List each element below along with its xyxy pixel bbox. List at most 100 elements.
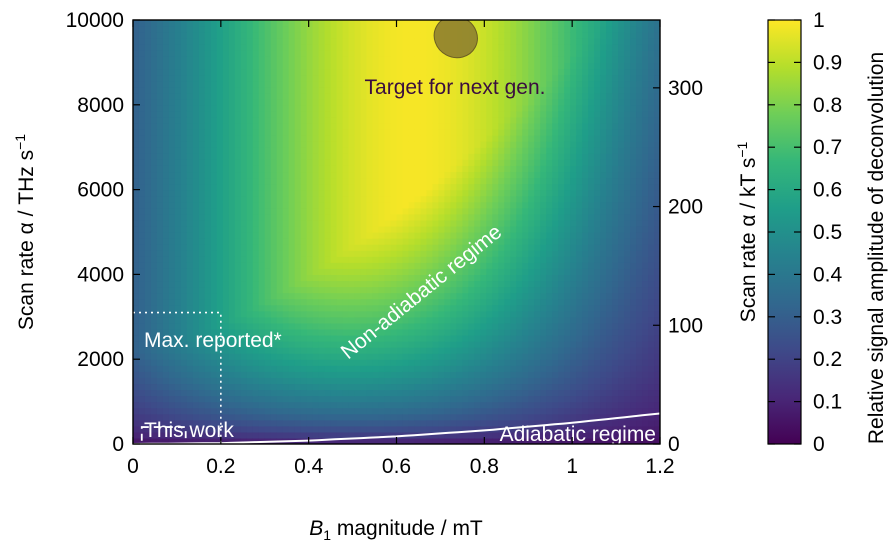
heatmap-cell xyxy=(174,116,182,124)
heatmap-cell xyxy=(438,74,446,82)
heatmap-cell xyxy=(150,165,158,173)
heatmap-cell xyxy=(336,86,344,94)
heatmap-cell xyxy=(270,292,278,300)
heatmap-cell xyxy=(432,219,440,227)
heatmap-cell xyxy=(186,104,194,112)
heatmap-cell xyxy=(300,92,308,100)
heatmap-cell xyxy=(372,334,380,342)
heatmap-cell xyxy=(144,322,152,330)
heatmap-cell xyxy=(252,280,260,288)
heatmap-cell xyxy=(312,159,320,166)
heatmap-cell xyxy=(186,92,194,100)
heatmap-cell xyxy=(534,401,541,409)
heatmap-cell xyxy=(522,401,529,409)
heatmap-cell xyxy=(168,334,176,342)
heatmap-cell xyxy=(324,280,332,288)
heatmap-cell xyxy=(390,286,398,294)
heatmap-cell xyxy=(384,50,392,57)
heatmap-cell xyxy=(528,383,535,391)
heatmap-cell xyxy=(378,304,386,312)
heatmap-cell xyxy=(408,80,416,88)
heatmap-cell xyxy=(426,207,434,215)
heatmap-cell xyxy=(336,347,344,354)
heatmap-cell xyxy=(402,56,410,63)
heatmap-cell xyxy=(438,50,446,57)
heatmap-cell xyxy=(252,183,260,191)
heatmap-cell xyxy=(330,244,338,251)
heatmap-cell xyxy=(336,310,344,318)
heatmap-cell xyxy=(133,256,140,263)
heatmap-cell xyxy=(444,104,451,112)
heatmap-cell xyxy=(486,20,493,27)
heatmap-cell xyxy=(192,50,200,57)
heatmap-cell xyxy=(246,68,254,76)
heatmap-cell xyxy=(366,238,374,245)
heatmap-cell xyxy=(270,377,278,385)
heatmap-cell xyxy=(414,207,422,215)
heatmap-cell xyxy=(300,135,308,142)
heatmap-cell xyxy=(522,50,529,57)
heatmap-cell xyxy=(234,322,242,330)
heatmap-cell xyxy=(540,159,547,166)
heatmap-cell xyxy=(384,20,392,27)
heatmap-cell xyxy=(396,413,404,421)
heatmap-cell xyxy=(258,341,266,348)
heatmap-cell xyxy=(378,44,386,51)
heatmap-cell xyxy=(330,377,338,385)
heatmap-cell xyxy=(252,310,260,318)
heatmap-cell xyxy=(264,353,272,360)
heatmap-cell xyxy=(306,98,314,106)
heatmap-cell xyxy=(234,304,242,312)
heatmap-cell xyxy=(426,274,434,282)
heatmap-cell xyxy=(540,256,547,263)
heatmap-cell xyxy=(408,244,416,251)
heatmap-cell xyxy=(228,353,236,360)
heatmap-cell xyxy=(498,341,505,348)
heatmap-cell xyxy=(342,62,350,70)
heatmap-cell xyxy=(168,98,176,106)
heatmap-cell xyxy=(348,56,356,63)
heatmap-cell xyxy=(384,304,392,312)
heatmap-cell xyxy=(462,98,469,106)
heatmap-cell xyxy=(264,98,272,106)
heatmap-cell xyxy=(216,292,224,300)
heatmap-cell xyxy=(324,110,332,118)
heatmap-cell xyxy=(402,38,410,45)
heatmap-cell xyxy=(546,98,553,106)
heatmap-cell xyxy=(252,189,260,197)
heatmap-cell xyxy=(324,32,332,39)
heatmap-cell xyxy=(282,365,290,372)
heatmap-cell xyxy=(168,104,176,112)
heatmap-cell xyxy=(420,165,428,173)
heatmap-cell xyxy=(318,92,326,100)
heatmap-cell xyxy=(312,68,320,76)
heatmap-cell xyxy=(420,62,428,70)
heatmap-cell xyxy=(300,413,308,421)
heatmap-cell xyxy=(456,244,463,251)
heatmap-cell xyxy=(162,298,170,306)
heatmap-cell xyxy=(516,298,523,306)
heatmap-cell xyxy=(180,135,188,142)
heatmap-cell xyxy=(552,86,559,94)
heatmap-cell xyxy=(492,407,499,415)
heatmap-cell xyxy=(438,383,446,391)
heatmap-cell xyxy=(396,256,404,263)
heatmap-cell xyxy=(486,86,493,94)
heatmap-cell xyxy=(468,92,475,100)
heatmap-cell xyxy=(456,280,463,288)
heatmap-cell xyxy=(168,135,176,142)
heatmap-cell xyxy=(222,219,230,227)
heatmap-cell xyxy=(174,68,182,76)
heatmap-cell xyxy=(198,341,206,348)
heatmap-cell xyxy=(414,401,422,409)
heatmap-cell xyxy=(138,232,146,239)
heatmap-cell xyxy=(138,238,146,245)
heatmap-cell xyxy=(138,26,146,33)
heatmap-cell xyxy=(198,395,206,403)
heatmap-cell xyxy=(312,110,320,118)
heatmap-cell xyxy=(276,389,284,397)
heatmap-cell xyxy=(318,135,326,142)
heatmap-cell xyxy=(540,68,547,76)
heatmap-cell xyxy=(270,98,278,106)
heatmap-cell xyxy=(402,347,410,354)
